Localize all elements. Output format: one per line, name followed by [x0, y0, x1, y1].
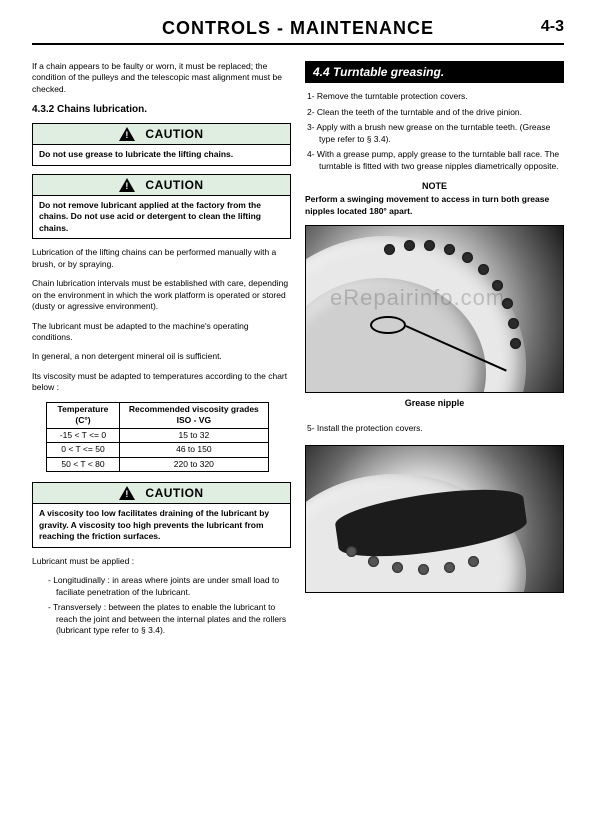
table-cell: -15 < T <= 0 [47, 428, 120, 442]
table-cell: 220 to 320 [119, 457, 268, 471]
page-header: CONTROLS - MAINTENANCE 4-3 [32, 18, 564, 45]
warning-triangle-icon [119, 127, 135, 141]
table-row: 50 < T < 80 220 to 320 [47, 457, 269, 471]
viscosity-table: Temperature (C°) Recommended viscosity g… [46, 402, 269, 472]
warning-triangle-icon [119, 486, 135, 500]
note-label: NOTE [305, 180, 564, 192]
table-cell: 46 to 150 [119, 443, 268, 457]
caution-header: CAUTION [33, 124, 290, 145]
num-item: 5- Install the protection covers. [305, 423, 564, 434]
num-item: 4- With a grease pump, apply grease to t… [305, 149, 564, 172]
caution-body: Do not use grease to lubricate the lifti… [33, 145, 290, 164]
caution-label: CAUTION [145, 126, 203, 142]
header-page-number: 4-3 [541, 18, 564, 36]
table-cell: 50 < T < 80 [47, 457, 120, 471]
table-cell: 15 to 32 [119, 428, 268, 442]
caution-body: A viscosity too low facilitates draining… [33, 504, 290, 546]
right-column: 4.4 Turntable greasing. 1- Remove the tu… [305, 61, 564, 641]
subheading-chains: 4.3.2 Chains lubrication. [32, 103, 291, 117]
table-header: Temperature (C°) [47, 402, 120, 428]
apply-heading: Lubricant must be applied : [32, 556, 291, 567]
num-item: 2- Clean the teeth of the turntable and … [305, 107, 564, 118]
bullet-item: - Transversely : between the plates to e… [32, 602, 291, 636]
para: Chain lubrication intervals must be esta… [32, 278, 291, 312]
caution-header: CAUTION [33, 175, 290, 196]
caution-header: CAUTION [33, 483, 290, 504]
para: Its viscosity must be adapted to tempera… [32, 371, 291, 394]
para: Lubrication of the lifting chains can be… [32, 247, 291, 270]
table-cell: 0 < T <= 50 [47, 443, 120, 457]
caution-box-3: CAUTION A viscosity too low facilitates … [32, 482, 291, 548]
header-title: CONTROLS - MAINTENANCE [162, 18, 434, 39]
num-item: 1- Remove the turntable protection cover… [305, 91, 564, 102]
para: The lubricant must be adapted to the mac… [32, 321, 291, 344]
section-bar-turntable: 4.4 Turntable greasing. [305, 61, 564, 83]
table-row: -15 < T <= 0 15 to 32 [47, 428, 269, 442]
turntable-photo-1 [305, 225, 564, 393]
bullet-item: - Longitudinally : in areas where joints… [32, 575, 291, 598]
photo-caption: Grease nipple [305, 397, 564, 409]
left-column: If a chain appears to be faulty or worn,… [32, 61, 291, 641]
table-header: Recommended viscosity grades ISO - VG [119, 402, 268, 428]
caution-body: Do not remove lubricant applied at the f… [33, 196, 290, 238]
para: In general, a non detergent mineral oil … [32, 351, 291, 362]
warning-triangle-icon [119, 178, 135, 192]
table-row: 0 < T <= 50 46 to 150 [47, 443, 269, 457]
intro-text: If a chain appears to be faulty or worn,… [32, 61, 291, 95]
caution-label: CAUTION [145, 485, 203, 501]
num-item: 3- Apply with a brush new grease on the … [305, 122, 564, 145]
caution-box-1: CAUTION Do not use grease to lubricate t… [32, 123, 291, 166]
turntable-photo-2 [305, 445, 564, 593]
grease-nipple-marker [370, 316, 406, 334]
note-body: Perform a swinging movement to access in… [305, 194, 564, 217]
caution-label: CAUTION [145, 177, 203, 193]
caution-box-2: CAUTION Do not remove lubricant applied … [32, 174, 291, 240]
